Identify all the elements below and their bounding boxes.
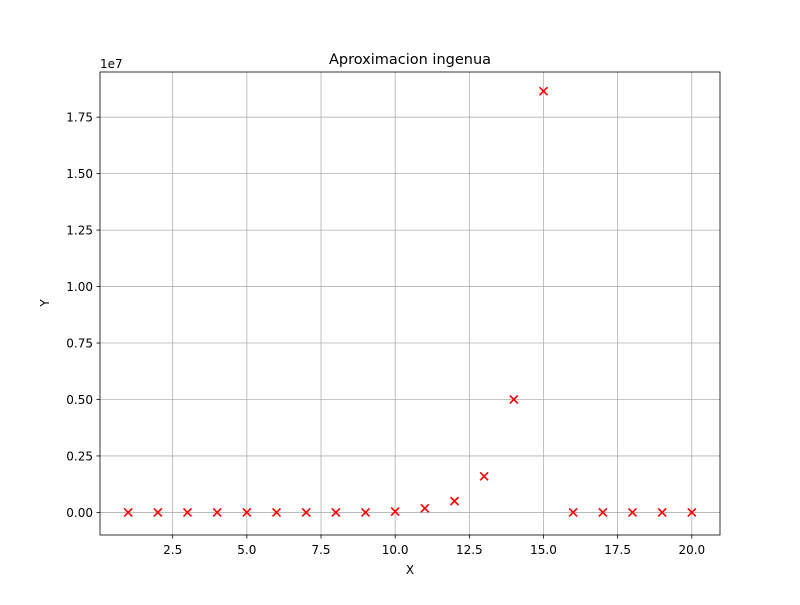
x-tick-label: 7.5	[311, 543, 330, 557]
data-point	[420, 503, 430, 513]
x-tick-label: 5.0	[237, 543, 256, 557]
y-offset-label: 1e7	[100, 57, 123, 71]
y-axis: 0.00 0.25 0.50 0.75 1.00 1.25 1.50 1.75	[66, 111, 100, 520]
data-point	[598, 507, 608, 517]
x-tick-label: 10.0	[382, 543, 409, 557]
data-point	[331, 507, 341, 517]
y-tick-label: 0.25	[66, 449, 93, 463]
y-axis-label: Y	[38, 299, 52, 308]
y-gridlines	[100, 116, 720, 513]
y-tick-label: 0.50	[66, 393, 93, 407]
y-tick-label: 1.50	[66, 167, 93, 181]
y-tick-label: 1.00	[66, 280, 93, 294]
data-point	[301, 507, 311, 517]
data-point	[538, 86, 549, 96]
x-tick-label: 15.0	[530, 543, 557, 557]
y-tick-label: 0.00	[66, 506, 93, 520]
data-point	[182, 507, 193, 517]
x-tick-label: 12.5	[456, 543, 483, 557]
x-axis-label: X	[406, 563, 414, 577]
y-tick-label: 1.25	[66, 224, 93, 238]
data-point	[509, 394, 519, 405]
data-point	[153, 507, 163, 517]
x-tick-label: 20.0	[678, 543, 705, 557]
data-point	[687, 507, 697, 517]
data-point	[212, 507, 222, 517]
data-point	[271, 507, 282, 517]
x-gridlines	[172, 72, 693, 535]
data-point	[449, 496, 460, 506]
data-point	[242, 507, 252, 517]
x-tick-label: 2.5	[163, 543, 182, 557]
data-points	[123, 86, 697, 517]
data-point	[390, 506, 400, 517]
data-point	[123, 507, 133, 517]
data-point	[657, 507, 667, 517]
data-point	[627, 507, 638, 517]
data-point	[479, 471, 489, 481]
x-axis: 2.5 5.0 7.5 10.0 12.5 15.0 17.5 20.0	[163, 535, 705, 557]
x-tick-label: 17.5	[604, 543, 631, 557]
plot-frame	[99, 71, 721, 536]
y-tick-label: 1.75	[66, 111, 93, 125]
y-tick-label: 0.75	[66, 337, 93, 351]
chart-title: Aproximacion ingenua	[329, 52, 491, 68]
data-point	[568, 507, 578, 517]
data-point	[360, 507, 371, 517]
